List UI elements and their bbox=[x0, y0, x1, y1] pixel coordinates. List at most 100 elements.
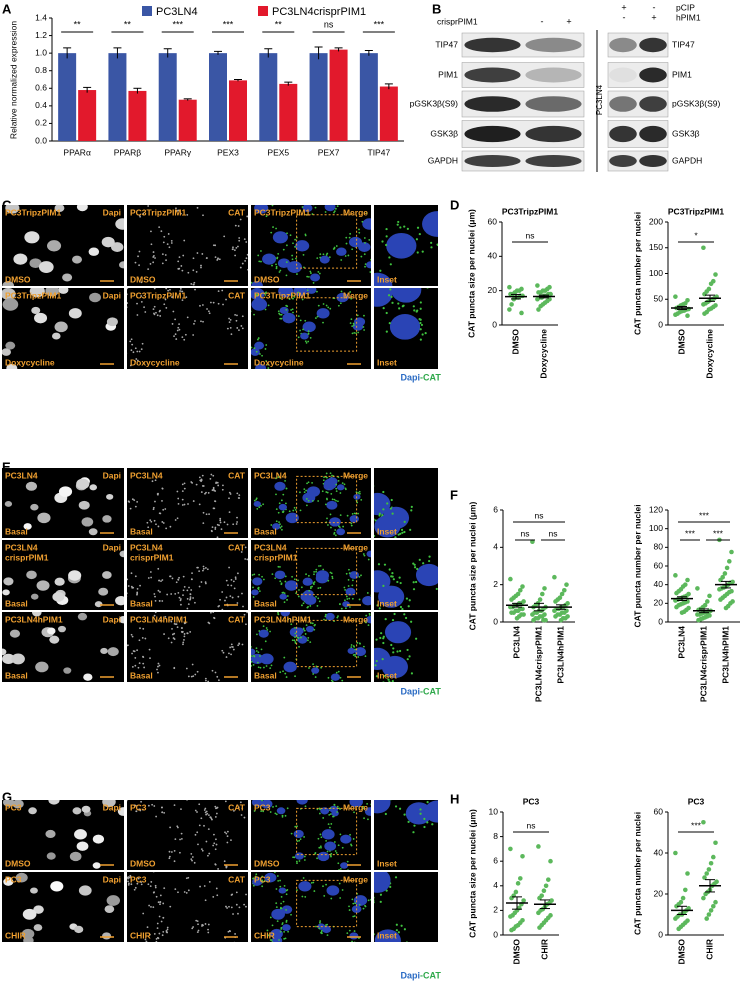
puncta bbox=[154, 612, 157, 614]
puncta bbox=[310, 881, 313, 884]
puncta bbox=[305, 791, 307, 793]
puncta bbox=[186, 597, 189, 600]
puncta bbox=[159, 903, 161, 906]
puncta bbox=[162, 522, 165, 524]
micrograph-bg bbox=[2, 872, 124, 942]
puncta bbox=[389, 263, 392, 266]
puncta bbox=[382, 641, 385, 645]
puncta bbox=[384, 617, 387, 621]
tile-label: Doxycycline bbox=[130, 357, 180, 367]
puncta bbox=[319, 256, 322, 259]
puncta bbox=[258, 506, 261, 509]
puncta bbox=[335, 852, 338, 854]
data-point bbox=[673, 573, 678, 578]
puncta bbox=[307, 574, 310, 577]
puncta bbox=[135, 810, 138, 813]
puncta bbox=[130, 633, 133, 636]
puncta bbox=[353, 915, 356, 918]
puncta bbox=[292, 311, 294, 314]
data-point bbox=[676, 926, 681, 932]
puncta bbox=[311, 499, 314, 502]
puncta bbox=[408, 599, 411, 602]
puncta bbox=[209, 477, 212, 480]
puncta bbox=[362, 326, 365, 328]
nucleus bbox=[47, 240, 62, 252]
puncta bbox=[243, 903, 246, 906]
puncta bbox=[157, 901, 160, 904]
puncta bbox=[418, 558, 421, 561]
puncta bbox=[146, 926, 149, 929]
blot-band bbox=[525, 96, 582, 112]
puncta bbox=[416, 251, 419, 254]
puncta bbox=[161, 262, 164, 265]
puncta bbox=[189, 596, 192, 599]
puncta bbox=[141, 808, 144, 811]
puncta bbox=[426, 288, 429, 289]
puncta bbox=[155, 523, 157, 526]
puncta bbox=[127, 877, 130, 880]
puncta bbox=[181, 627, 183, 629]
puncta bbox=[159, 512, 162, 515]
puncta bbox=[255, 873, 258, 876]
puncta bbox=[302, 877, 305, 879]
panel-label: B bbox=[432, 1, 441, 16]
puncta bbox=[152, 508, 155, 511]
nucleus bbox=[336, 528, 346, 536]
puncta bbox=[358, 228, 360, 231]
tile-label: PC3LN4 bbox=[254, 470, 287, 480]
y-tick-label: 6 bbox=[493, 504, 498, 514]
puncta bbox=[358, 598, 361, 601]
y-tick-label: 0.6 bbox=[35, 83, 47, 93]
micrograph bbox=[374, 872, 438, 942]
error-bar bbox=[83, 86, 92, 93]
puncta bbox=[374, 899, 375, 902]
puncta bbox=[161, 521, 164, 523]
puncta bbox=[316, 290, 318, 293]
puncta bbox=[166, 926, 169, 929]
tile-label: PC3 bbox=[254, 874, 271, 884]
puncta bbox=[405, 597, 409, 600]
puncta bbox=[315, 595, 317, 598]
puncta bbox=[437, 584, 438, 585]
puncta bbox=[307, 636, 310, 639]
puncta bbox=[406, 658, 409, 661]
puncta bbox=[326, 498, 328, 501]
puncta bbox=[151, 803, 154, 806]
puncta bbox=[285, 909, 288, 911]
puncta bbox=[174, 519, 177, 521]
nucleus bbox=[302, 205, 313, 213]
puncta bbox=[128, 876, 131, 879]
puncta bbox=[205, 513, 208, 516]
puncta bbox=[343, 483, 346, 486]
nucleus bbox=[374, 272, 393, 286]
data-point bbox=[680, 895, 686, 901]
nucleus bbox=[101, 236, 115, 248]
blot-row-label: TIP47 bbox=[435, 39, 458, 49]
puncta bbox=[316, 605, 319, 607]
data-point bbox=[514, 615, 520, 621]
puncta bbox=[283, 656, 286, 659]
nucleus bbox=[298, 881, 312, 892]
puncta bbox=[286, 305, 289, 308]
tile-label: Inset bbox=[377, 526, 397, 536]
puncta bbox=[143, 666, 146, 669]
puncta bbox=[215, 807, 217, 810]
nucleus bbox=[287, 261, 302, 273]
nucleus bbox=[2, 298, 19, 311]
micrograph bbox=[127, 540, 248, 610]
puncta bbox=[177, 891, 179, 894]
puncta bbox=[232, 248, 234, 251]
puncta bbox=[366, 592, 369, 594]
puncta bbox=[354, 648, 357, 651]
puncta bbox=[267, 304, 270, 307]
nucleus bbox=[340, 834, 352, 844]
puncta bbox=[285, 893, 288, 896]
nucleus bbox=[284, 580, 298, 591]
puncta bbox=[349, 606, 351, 608]
puncta bbox=[224, 599, 226, 602]
puncta bbox=[203, 885, 206, 887]
puncta bbox=[183, 239, 186, 242]
puncta bbox=[319, 921, 321, 924]
bar bbox=[379, 86, 398, 141]
puncta bbox=[208, 852, 211, 855]
